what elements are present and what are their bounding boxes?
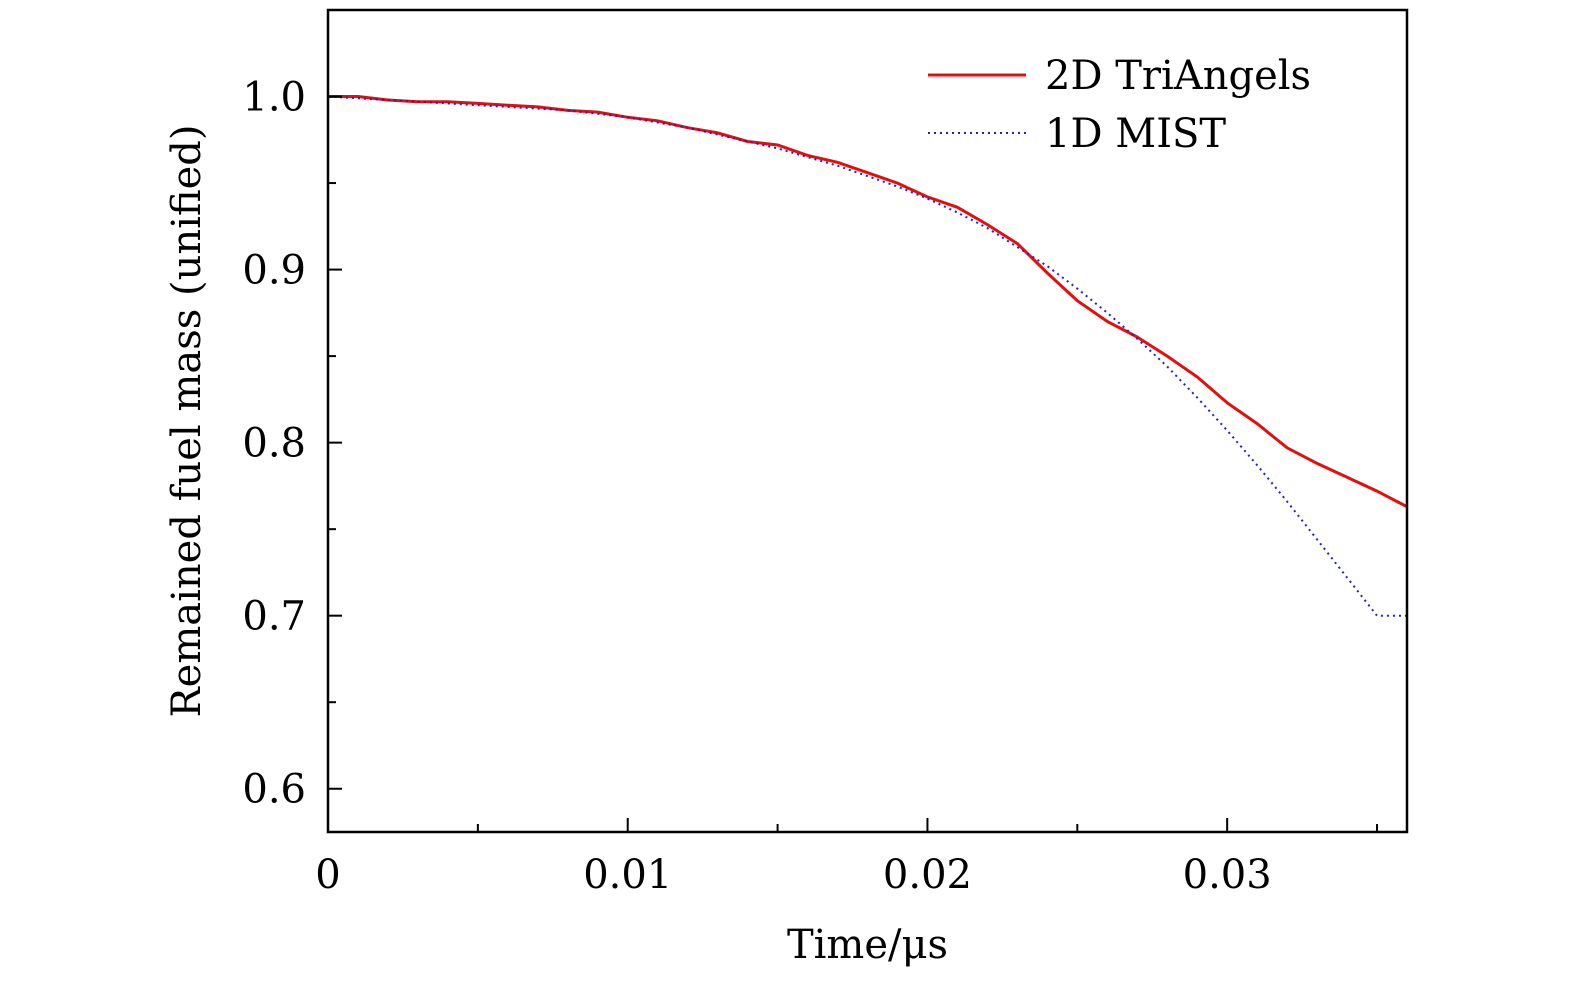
legend-label-1: 2D TriAngels — [1045, 53, 1311, 99]
y-tick-label: 0.6 — [242, 767, 306, 813]
x-tick-label: 0.02 — [883, 852, 972, 898]
x-tick-label: 0 — [315, 852, 340, 898]
series-line-1 — [328, 95, 1408, 509]
legend: 2D TriAngels 1D MIST — [928, 53, 1311, 157]
y-tick-label: 0.8 — [242, 421, 306, 467]
y-axis-title: Remained fuel mass (unified) — [164, 125, 210, 718]
series-line-2 — [327, 95, 1407, 617]
labels-layer: 0 0.01 0.02 0.03 0.6 0.7 0.8 0.9 1.0 — [242, 75, 1271, 898]
series-layer — [327, 95, 1408, 617]
ticks-layer — [327, 95, 1379, 832]
y-tick-label: 1.0 — [242, 75, 306, 121]
y-tick-label: 0.9 — [242, 248, 306, 294]
x-tick-label: 0.03 — [1183, 852, 1272, 898]
x-axis-title: Time/μs — [787, 922, 948, 968]
legend-label-2: 1D MIST — [1045, 111, 1226, 157]
plot-frame — [326, 8, 1409, 834]
x-tick-label: 0.01 — [583, 852, 672, 898]
y-tick-label: 0.7 — [242, 594, 306, 640]
